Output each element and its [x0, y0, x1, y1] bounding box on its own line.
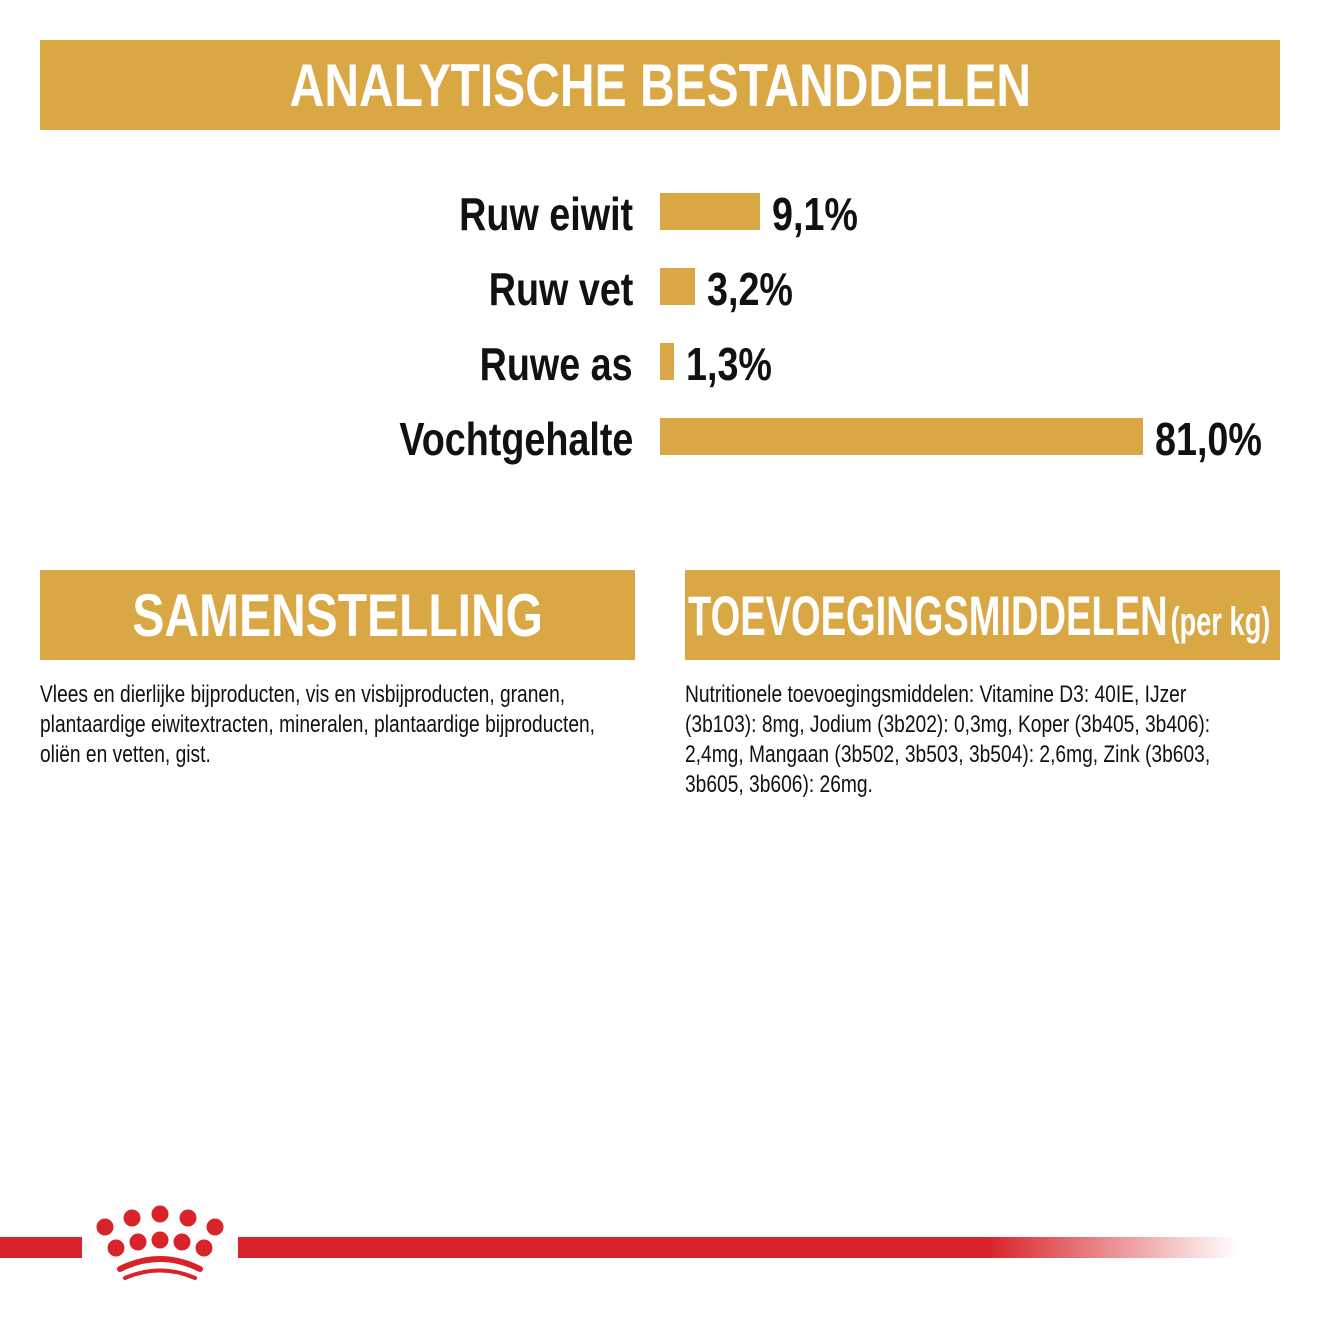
bar [660, 193, 761, 230]
analytical-title: ANALYTISCHE BESTANDDELEN [289, 51, 1031, 119]
footer-line-left [0, 1237, 82, 1258]
bar [660, 418, 1143, 455]
chart-row: Ruw vet 3,2% [0, 263, 1320, 315]
composition-text: Vlees en dierlijke bijproducten, vis en … [40, 681, 596, 768]
chart-row: Vochtgehalte 81,0% [0, 413, 1320, 465]
additives-title: TOEVOEGINGSMIDDELEN [688, 583, 1168, 647]
additives-title-suffix: (per kg) [1170, 599, 1271, 644]
footer-line-right [238, 1237, 1238, 1258]
additives-text: Nutritionele toevoegingsmiddelen: Vitami… [685, 681, 1211, 798]
chart-row: Ruw eiwit 9,1% [0, 188, 1320, 240]
category-label: Vochtgehalte [398, 413, 633, 465]
value-label: 81,0% [1155, 413, 1262, 465]
category-label: Ruw eiwit [459, 188, 633, 240]
bar [660, 343, 675, 380]
bar [660, 268, 696, 305]
analytical-header: ANALYTISCHE BESTANDDELEN [40, 40, 1280, 130]
category-label: Ruw vet [488, 263, 633, 315]
category-label: Ruwe as [479, 338, 633, 390]
composition-title: SAMENSTELLING [132, 581, 543, 649]
value-label: 1,3% [686, 338, 773, 390]
royal-canin-crown-logo [96, 1205, 224, 1280]
value-label: 9,1% [772, 188, 859, 240]
chart-row: Ruwe as 1,3% [0, 338, 1320, 390]
additives-header: TOEVOEGINGSMIDDELEN (per kg) [685, 570, 1280, 660]
value-label: 3,2% [707, 263, 794, 315]
composition-header: SAMENSTELLING [40, 570, 635, 660]
